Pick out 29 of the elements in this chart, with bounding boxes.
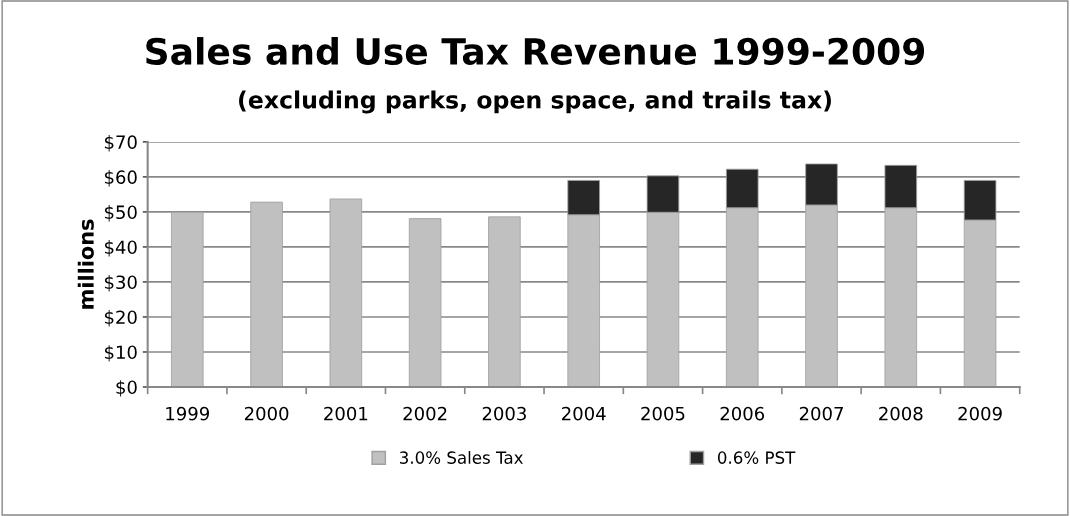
y-tick-label: $60 xyxy=(104,170,137,187)
x-tick-label: 2001 xyxy=(324,406,368,421)
x-tick-label: 2006 xyxy=(720,406,765,421)
bar xyxy=(488,216,521,387)
chart-subtitle: (excluding parks, open space, and trails tax) xyxy=(239,90,831,114)
x-tick-label: 2003 xyxy=(482,406,526,421)
bar xyxy=(408,218,442,387)
x-tick-label: 2002 xyxy=(403,406,447,421)
x-tick-label: 2009 xyxy=(958,406,1002,421)
bar xyxy=(171,211,204,387)
y-tick-label: $50 xyxy=(104,205,137,222)
chart-title: Sales and Use Tax Revenue 1999-2009 xyxy=(146,37,925,66)
y-tick-label: $40 xyxy=(104,240,137,257)
x-tick-label: 2000 xyxy=(244,406,289,421)
bar xyxy=(329,198,363,387)
y-tick-label: $20 xyxy=(104,310,137,327)
x-tick-label: 2004 xyxy=(562,406,606,421)
legend-label: 0.6% PST xyxy=(717,451,796,464)
y-tick-label: $10 xyxy=(104,345,137,362)
y-tick-label: $0 xyxy=(116,380,137,397)
y-tick-label: $70 xyxy=(104,135,137,152)
y-axis-title: millions xyxy=(77,219,94,309)
x-tick-label: 2008 xyxy=(879,406,923,421)
y-tick-label: $30 xyxy=(104,275,137,292)
legend-label: 3.0% Sales Tax xyxy=(400,451,523,464)
x-tick-label: 1999 xyxy=(166,406,209,421)
x-tick-label: 2005 xyxy=(641,406,685,421)
bar xyxy=(250,201,283,387)
x-tick-label: 2007 xyxy=(799,406,843,421)
